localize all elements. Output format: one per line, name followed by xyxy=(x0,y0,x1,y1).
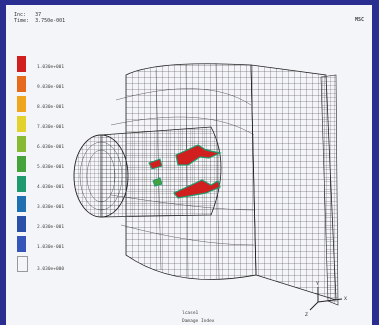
legend-tick-3: 8.030e-001 xyxy=(37,105,65,110)
axis-triad: X Y Z xyxy=(305,281,347,318)
triad-x-label: X xyxy=(344,296,347,302)
legend-swatch-5 xyxy=(17,136,26,152)
load-case-label: lcase1 xyxy=(182,311,199,316)
damage-zone-lower xyxy=(152,177,221,199)
legend-tick-8: 3.030e-001 xyxy=(37,205,65,210)
cylinder-mesh xyxy=(73,126,222,218)
legend-tick-1: 1.030e+001 xyxy=(37,65,65,70)
legend-swatch-1 xyxy=(17,56,26,72)
legend-tick-9: 2.030e-001 xyxy=(37,225,65,230)
legend-tick-10: 1.030e-001 xyxy=(37,245,65,250)
legend-tick-11: 3.030e+000 xyxy=(37,267,65,272)
increment-time-info: Inc: 37 Time: 3.750e-001 xyxy=(14,12,65,24)
damage-zone-upper xyxy=(148,144,222,170)
inc-label: Inc: xyxy=(14,12,27,18)
legend-tick-7: 4.030e-001 xyxy=(37,185,65,190)
legend-tick-5: 6.030e-001 xyxy=(37,145,65,150)
fe-mesh-plot[interactable]: X Y Z xyxy=(6,5,372,325)
legend-swatch-8 xyxy=(17,196,26,212)
legend-swatch-4 xyxy=(17,116,26,132)
graphics-viewport[interactable]: Inc: 37 Time: 3.750e-001 MSC 1.030e+001 … xyxy=(6,5,372,325)
legend-swatch-7 xyxy=(17,176,26,192)
legend-swatch-9 xyxy=(17,216,26,232)
result-type-label: Damage Index xyxy=(182,319,215,324)
legend-tick-4: 7.030e-001 xyxy=(37,125,65,130)
triad-z-label: Z xyxy=(305,312,308,318)
inc-value: 37 xyxy=(35,12,42,18)
legend-swatch-2 xyxy=(17,76,26,92)
legend-swatch-6 xyxy=(17,156,26,172)
legend-swatch-10 xyxy=(17,236,26,252)
time-value: 3.750e-001 xyxy=(35,18,66,24)
legend-swatch-3 xyxy=(17,96,26,112)
legend-swatch-11 xyxy=(17,256,28,272)
legend-tick-6: 5.030e-001 xyxy=(37,165,65,170)
legend-tick-2: 9.030e-001 xyxy=(37,85,65,90)
block-mesh xyxy=(250,64,339,306)
triad-y-label: Y xyxy=(316,281,319,287)
msc-logo: MSC xyxy=(354,17,364,23)
time-label: Time: xyxy=(14,18,30,24)
